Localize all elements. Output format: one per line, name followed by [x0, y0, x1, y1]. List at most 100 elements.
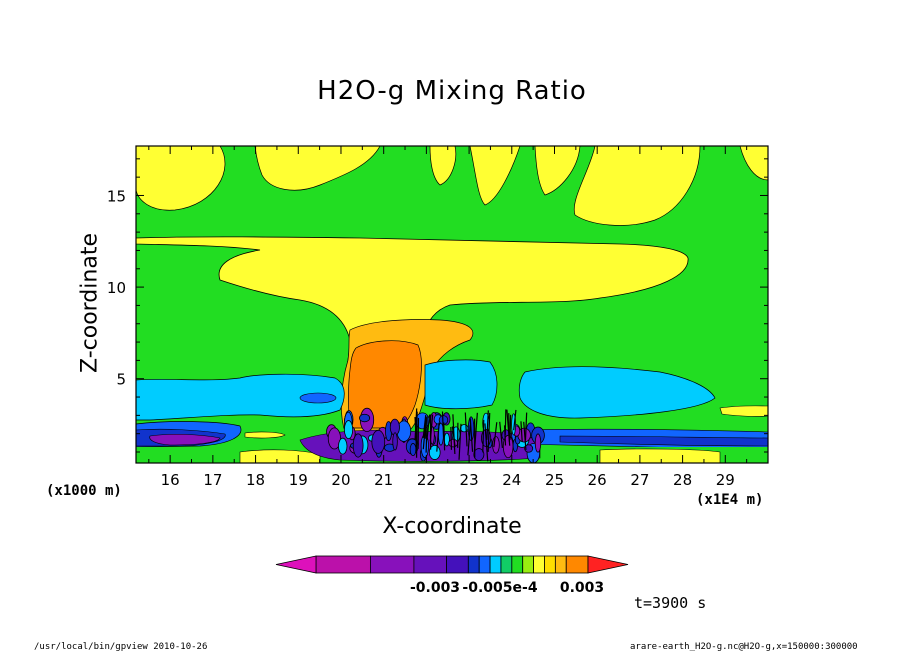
storm-contour — [452, 414, 456, 455]
colorbar-segment — [369, 555, 415, 574]
colorbar-segment — [544, 555, 556, 574]
time-label: t=3900 s — [634, 594, 707, 612]
x-axis-label: X-coordinate — [382, 514, 522, 539]
field-yellow-upper-4 — [469, 146, 521, 206]
colorbar-segment — [511, 555, 524, 574]
x-tick-label: 16 — [161, 471, 180, 489]
storm-cell — [343, 420, 354, 440]
colorbar-segment — [533, 555, 545, 574]
colorbar-segment — [467, 555, 480, 574]
field-purple-left — [149, 433, 221, 446]
storm-cell — [371, 429, 386, 454]
storm-contour — [415, 411, 418, 452]
storm-contour — [458, 423, 462, 460]
field-cyan-right — [518, 366, 716, 419]
field-darkblue-right — [559, 435, 768, 447]
storm-contour — [484, 423, 489, 462]
storm-cell — [392, 432, 398, 451]
colorbar-segment — [489, 555, 502, 574]
storm-contour — [524, 412, 528, 441]
colorbar-segment — [315, 555, 371, 574]
x-tick-label: 19 — [289, 471, 308, 489]
colorbar-segment — [500, 555, 513, 574]
field-cyan-left — [136, 373, 345, 421]
field-yellow-right-edge — [719, 405, 768, 417]
storm-contour — [493, 422, 498, 448]
colorbar-segment — [565, 555, 589, 574]
storm-contour — [464, 412, 468, 447]
y-tick-label: 15 — [107, 187, 126, 205]
storm-base — [299, 407, 545, 463]
y-tick-label: 5 — [116, 371, 126, 389]
field-yellow-upper-6 — [573, 146, 701, 226]
field-yellow-upper-1 — [136, 146, 226, 211]
storm-cell — [473, 448, 485, 461]
storm-contour — [467, 425, 471, 456]
field-yellow-upper-2 — [254, 146, 381, 191]
colorbar-label: -0.003 — [410, 580, 460, 596]
x-tick-label: 21 — [374, 471, 393, 489]
x-tick-label: 27 — [630, 471, 649, 489]
field-orange-dark — [348, 340, 422, 429]
storm-contour — [509, 414, 512, 440]
storm-cell — [338, 437, 348, 455]
colorbar-segment — [478, 555, 491, 574]
field-blue-blob — [299, 392, 337, 404]
x-tick-label: 18 — [246, 471, 265, 489]
storm-contour — [486, 410, 489, 440]
storm-cell — [524, 444, 534, 453]
field-yellow-bottom-left — [239, 449, 321, 463]
field-yellow-bottom-right — [599, 448, 721, 463]
x-tick-label: 29 — [716, 471, 735, 489]
storm-contour — [499, 421, 503, 449]
storm-contour — [473, 412, 478, 453]
storm-contour — [469, 418, 474, 452]
storm-cell — [460, 424, 469, 433]
storm-contour — [503, 425, 507, 446]
x-tick-label: 25 — [545, 471, 564, 489]
contour-field — [136, 146, 768, 463]
footer-right: arare-earth_H2O-g.nc@H2O-g,x=150000:3000… — [630, 642, 858, 652]
colorbar-segment — [554, 555, 567, 574]
storm-cell — [352, 433, 364, 458]
x-tick-label: 22 — [417, 471, 436, 489]
storm-contour — [506, 409, 511, 446]
storm-contour — [443, 422, 446, 451]
colorbar-label: 0.003 — [560, 580, 604, 596]
axis-ticks: 16 17 18 19 20 21 22 23 24 25 26 27 28 29 5 10 15 — [107, 146, 768, 489]
x-tick-label: 23 — [460, 471, 479, 489]
field-yellow-upper-3 — [429, 146, 457, 186]
storm-contour — [425, 416, 428, 453]
y-tick-label: 10 — [107, 279, 126, 297]
field-yellow-upper-5 — [534, 146, 581, 196]
storm-cell — [448, 438, 459, 448]
storm-contour — [450, 426, 453, 450]
x-tick-label: 24 — [502, 471, 521, 489]
storm-cell — [359, 413, 371, 423]
plot-frame — [135, 145, 769, 464]
x-tick-label: 28 — [673, 471, 692, 489]
x-tick-label: 17 — [203, 471, 222, 489]
storm-contour — [441, 411, 445, 438]
storm-contour — [422, 417, 427, 450]
storm-contour — [520, 421, 523, 442]
storm-contour — [487, 412, 491, 452]
field-yellow-upper-7 — [739, 146, 768, 181]
colorbar-segment — [446, 555, 469, 574]
storm-cell — [327, 427, 341, 450]
storm-cell — [409, 443, 417, 457]
field-yellow-low-left — [244, 431, 286, 439]
colorbar-max-arrow — [587, 555, 629, 574]
storm-contour — [482, 419, 485, 453]
x-axis-scale: (x1E4 m) — [696, 492, 764, 508]
colorbar: -0.003 -0.005e-4 0.003 — [275, 555, 629, 596]
colorbar-segment — [522, 555, 534, 574]
storm-contour — [414, 408, 418, 440]
colorbar-segment — [413, 555, 447, 574]
x-axis-unit: (x1000 m) — [46, 483, 122, 499]
chart-title: H2O-g Mixing Ratio — [317, 76, 587, 106]
storm-contour — [523, 421, 527, 451]
x-tick-label: 26 — [588, 471, 607, 489]
colorbar-label: -0.005e-4 — [462, 580, 537, 596]
